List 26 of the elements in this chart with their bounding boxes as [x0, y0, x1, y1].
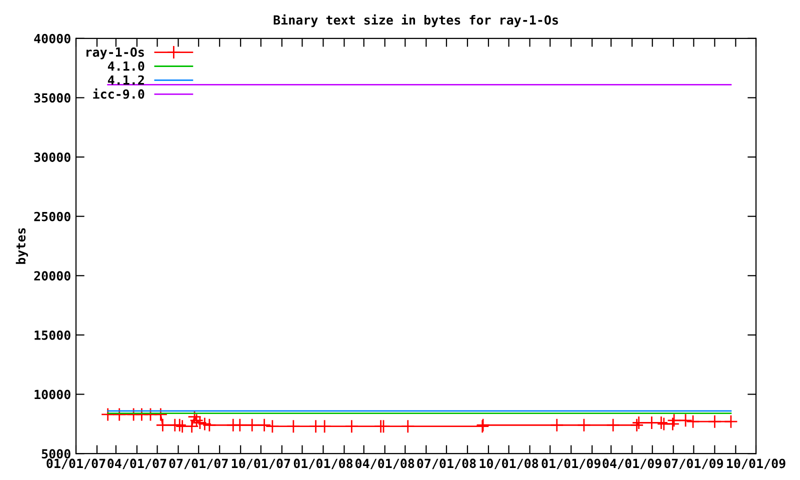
x-tick-label: 04/01/08	[355, 458, 414, 470]
y-axis-title: bytes	[16, 228, 28, 264]
y-tick-label: 15000	[34, 330, 70, 340]
x-tick-label: 10/01/09	[727, 458, 786, 470]
legend-label: 4.1.0	[108, 61, 144, 71]
legend-label: icc-9.0	[93, 88, 144, 99]
y-tick-label: 40000	[34, 34, 70, 44]
x-tick-label: 10/01/08	[480, 458, 538, 470]
x-tick-label: 04/01/07	[108, 458, 166, 470]
y-tick-label: 35000	[34, 93, 70, 103]
legend-label: 4.1.2	[108, 75, 144, 85]
x-tick-label: 07/01/09	[664, 458, 723, 470]
x-tick-label: 01/01/09	[542, 458, 600, 470]
x-tick-label: 01/01/07	[46, 458, 106, 470]
legend-label: ray-1-Os	[86, 47, 144, 60]
x-tick-label: 10/01/07	[232, 458, 290, 470]
x-tick-label: 04/01/09	[602, 458, 662, 470]
x-tick-label: 01/01/08	[294, 458, 353, 470]
chart-title: Binary text size in bytes for ray-1-Os	[274, 14, 558, 28]
y-tick-label: 10000	[34, 390, 70, 400]
y-tick-label: 20000	[34, 271, 70, 281]
y-tick-label: 5000	[42, 449, 70, 459]
y-tick-label: 30000	[34, 152, 70, 162]
x-tick-label: 07/01/07	[169, 458, 228, 470]
y-tick-label: 25000	[34, 212, 70, 222]
x-tick-label: 07/01/08	[417, 458, 476, 470]
